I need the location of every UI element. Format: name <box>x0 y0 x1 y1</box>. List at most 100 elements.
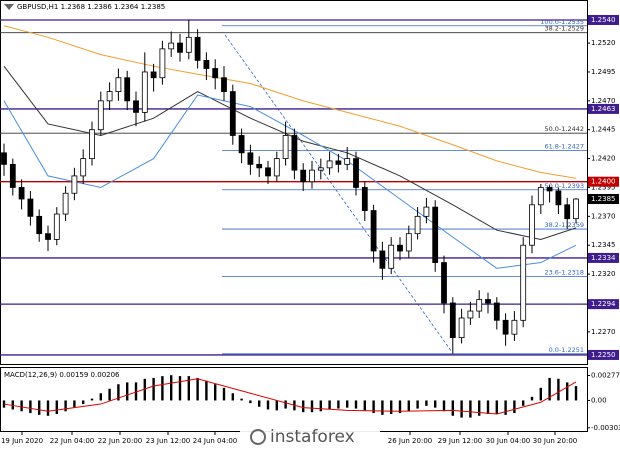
candle-body <box>53 213 60 240</box>
candle-body <box>133 100 139 113</box>
candle-body <box>291 135 298 171</box>
candle-body <box>449 302 456 339</box>
macd-bar <box>64 400 67 412</box>
candle-body <box>520 244 527 321</box>
price-frame <box>0 0 588 365</box>
candle-body <box>335 160 342 165</box>
macd-bar <box>486 400 490 414</box>
candle-body <box>573 198 579 220</box>
macd-bar <box>363 400 366 411</box>
price-box-label: 1.2294 <box>591 300 616 308</box>
x-tick-label: 23 Jun 12:00 <box>146 437 190 445</box>
x-tick-label: 22 Jun 20:00 <box>98 437 142 445</box>
macd-bar <box>178 376 182 401</box>
symbol-icon <box>4 4 14 10</box>
macd-bar <box>346 400 349 408</box>
x-tick-label: 30 Jun 20:00 <box>533 437 577 445</box>
y-tick-label: 1.2370 <box>591 212 616 220</box>
macd-bar <box>266 400 270 410</box>
macd-bar <box>143 378 146 401</box>
price-box-label: 1.2463 <box>591 105 616 113</box>
fib-label: 38.2-1.2359 <box>544 221 584 229</box>
y-tick-label: 0.00277 <box>591 371 620 379</box>
macd-bar <box>460 400 463 418</box>
candle-body <box>194 36 201 61</box>
macd-bar <box>425 400 428 406</box>
candle-body <box>564 204 571 220</box>
macd-bar <box>38 400 41 415</box>
candle-body <box>309 169 315 183</box>
macd-bar <box>46 400 50 416</box>
macd-bar <box>240 398 243 401</box>
price-box <box>588 176 619 187</box>
x-tick-label: 24 Jun 04:00 <box>193 437 237 445</box>
y-tick-label: 1.2520 <box>591 39 616 47</box>
macd-bar <box>284 400 287 409</box>
macd-bar <box>522 400 525 406</box>
price-box <box>588 299 619 310</box>
price-box <box>588 349 619 360</box>
candle-body <box>537 187 544 206</box>
candle-body <box>441 262 447 304</box>
candle-body <box>317 167 324 171</box>
watermark-logo <box>250 429 266 445</box>
candle-body <box>247 152 254 165</box>
y-tick-label: -0.00303 <box>591 424 620 432</box>
candle-body <box>45 233 51 240</box>
macd-bar <box>117 384 120 401</box>
macd-bar <box>469 400 472 418</box>
macd-bar <box>134 382 138 401</box>
price-box-label: 1.2334 <box>591 254 616 262</box>
candle-body <box>458 317 465 339</box>
price-box <box>588 194 619 205</box>
macd-bar <box>99 393 102 401</box>
candle-body <box>300 169 307 183</box>
x-tick-label: 26 Jun 20:00 <box>388 437 432 445</box>
candle-body <box>555 190 562 206</box>
price-box-label: 1.2400 <box>591 178 616 186</box>
watermark-group: instaforex <box>240 422 380 450</box>
candle-body <box>423 206 430 217</box>
signal-line <box>3 378 577 415</box>
candle-body <box>370 210 377 252</box>
price-box <box>588 103 619 114</box>
macd-bar <box>381 400 384 415</box>
macd-bar <box>398 400 402 414</box>
macd-bar <box>451 400 454 416</box>
macd-bar <box>548 377 551 401</box>
macd-bar <box>504 400 507 415</box>
fib-label: 23.6-1.2318 <box>544 268 584 276</box>
macd-bar <box>231 393 234 401</box>
candle-body <box>212 68 219 79</box>
y-tick-label: 1.2420 <box>591 155 616 163</box>
watermark-box <box>240 422 380 450</box>
macd-bar <box>337 400 340 409</box>
y-tick-label: 1.2495 <box>591 68 616 76</box>
candle-body <box>511 319 518 335</box>
candle-body <box>80 158 87 177</box>
macd-title: MACD(12,26,9) 0.00159 0.00206 <box>4 371 120 379</box>
candle-body <box>97 100 104 131</box>
macd-bar <box>161 376 164 401</box>
candle-body <box>485 299 491 304</box>
candle-body <box>89 129 95 159</box>
macd-bar <box>302 400 305 413</box>
macd-bar <box>29 400 32 414</box>
plot-layer: 1.2520 1.2495 1.2470 1.2445 1.2420 1.2395 1.23… <box>0 14 620 445</box>
candle-body <box>529 204 535 246</box>
candle-body <box>265 167 271 177</box>
candle-body <box>229 91 236 136</box>
candle-body <box>62 192 69 215</box>
macd-bar <box>574 386 578 401</box>
macd-bar <box>152 377 155 401</box>
candle-body <box>405 233 412 252</box>
macd-bar <box>249 400 252 404</box>
x-tick-label: 19 Jun 2020 <box>1 437 43 445</box>
price-box-label: 1.2540 <box>591 16 616 24</box>
candle-body <box>185 36 192 53</box>
chart-title: GBPUSD,H1 1.2368 1.2386 1.2364 1.2385 <box>17 3 165 11</box>
macd-bar <box>108 388 111 401</box>
candle-body <box>388 244 395 269</box>
macd-bar <box>73 400 76 408</box>
